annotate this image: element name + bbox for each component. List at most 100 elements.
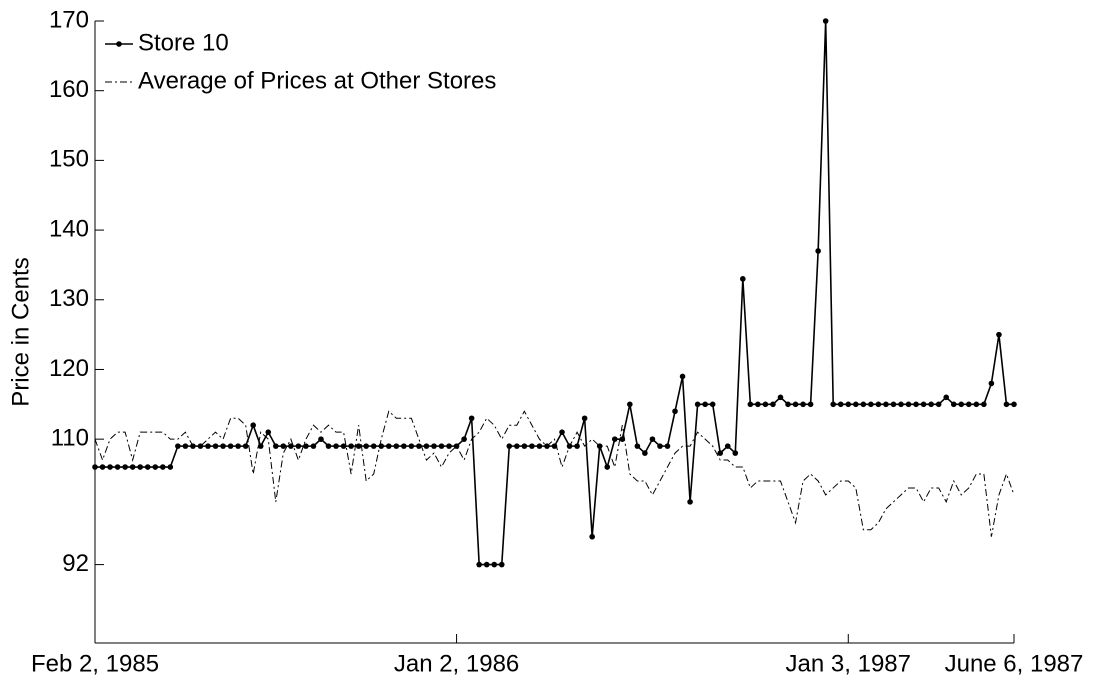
point [611,436,618,442]
point [393,443,400,449]
point [385,443,392,449]
y-tick-label: 110 [51,424,89,451]
point [167,464,174,470]
point [114,464,121,470]
point [483,561,490,568]
point [423,443,430,449]
point [724,443,731,449]
point [559,429,565,435]
x-tick-label: Feb 2, 1985 [31,650,159,677]
point [514,443,520,449]
point [792,401,799,408]
point [966,401,972,408]
point [175,443,181,449]
point [642,450,648,456]
point [709,401,716,408]
x-tick-label: June 6, 1987 [945,650,1084,677]
point [498,561,505,568]
x-tick-label: Jan 3, 1987 [786,650,911,677]
y-tick-label: 92 [62,550,89,577]
point [732,450,739,456]
point [898,401,904,408]
point [272,443,279,449]
point [280,443,287,449]
point [1011,401,1017,408]
point [144,464,151,470]
point [438,443,445,449]
point [868,401,874,408]
point [182,443,189,449]
point [212,443,219,449]
point [837,401,844,408]
point [242,443,249,449]
point [913,401,919,408]
point [664,443,671,449]
y-tick-label: 130 [49,285,89,312]
point [694,401,701,408]
point [122,464,128,470]
y-axis-label: Price in Cents [7,257,34,406]
point [416,443,422,449]
point [92,464,98,470]
legend-marker [116,41,122,47]
point [461,436,467,442]
point [250,422,256,429]
point [325,443,332,449]
point [973,401,980,408]
point [348,443,354,449]
point [333,443,339,449]
series-line [94,410,1015,537]
point [476,561,482,568]
point [257,443,264,449]
point [303,443,309,449]
point [589,533,595,540]
point [99,464,106,470]
point [905,401,912,408]
point [988,380,995,387]
point [785,401,791,408]
point [800,401,806,408]
point [506,443,513,449]
point [845,401,852,408]
series-line [95,20,1014,566]
point [935,401,942,408]
point [205,443,211,449]
legend-label: Average of Prices at Other Stores [138,67,496,94]
y-tick-label: 170 [49,6,89,33]
point [235,443,241,449]
point [958,401,965,408]
point [340,443,347,449]
x-tick-label: Jan 2, 1986 [394,650,519,677]
point [981,401,987,408]
point [740,276,746,282]
point [822,18,829,24]
point [920,401,927,408]
point [619,436,626,442]
point [370,443,377,449]
point [408,443,415,449]
point [762,401,769,408]
y-tick-label: 140 [49,215,89,242]
point [702,401,708,408]
point [687,499,693,505]
y-tick-label: 150 [49,146,89,173]
point [672,408,678,415]
point [401,443,407,449]
point [295,443,302,449]
point [807,401,814,408]
point [431,443,437,449]
point [468,415,475,422]
point [755,401,761,408]
point [747,401,754,408]
point [830,401,837,408]
point [152,464,159,470]
point [574,443,580,449]
point [1003,401,1010,408]
point [318,436,324,442]
point [107,464,113,470]
y-tick-label: 160 [49,76,89,103]
point [853,401,859,408]
point [679,373,686,380]
point [363,443,369,449]
